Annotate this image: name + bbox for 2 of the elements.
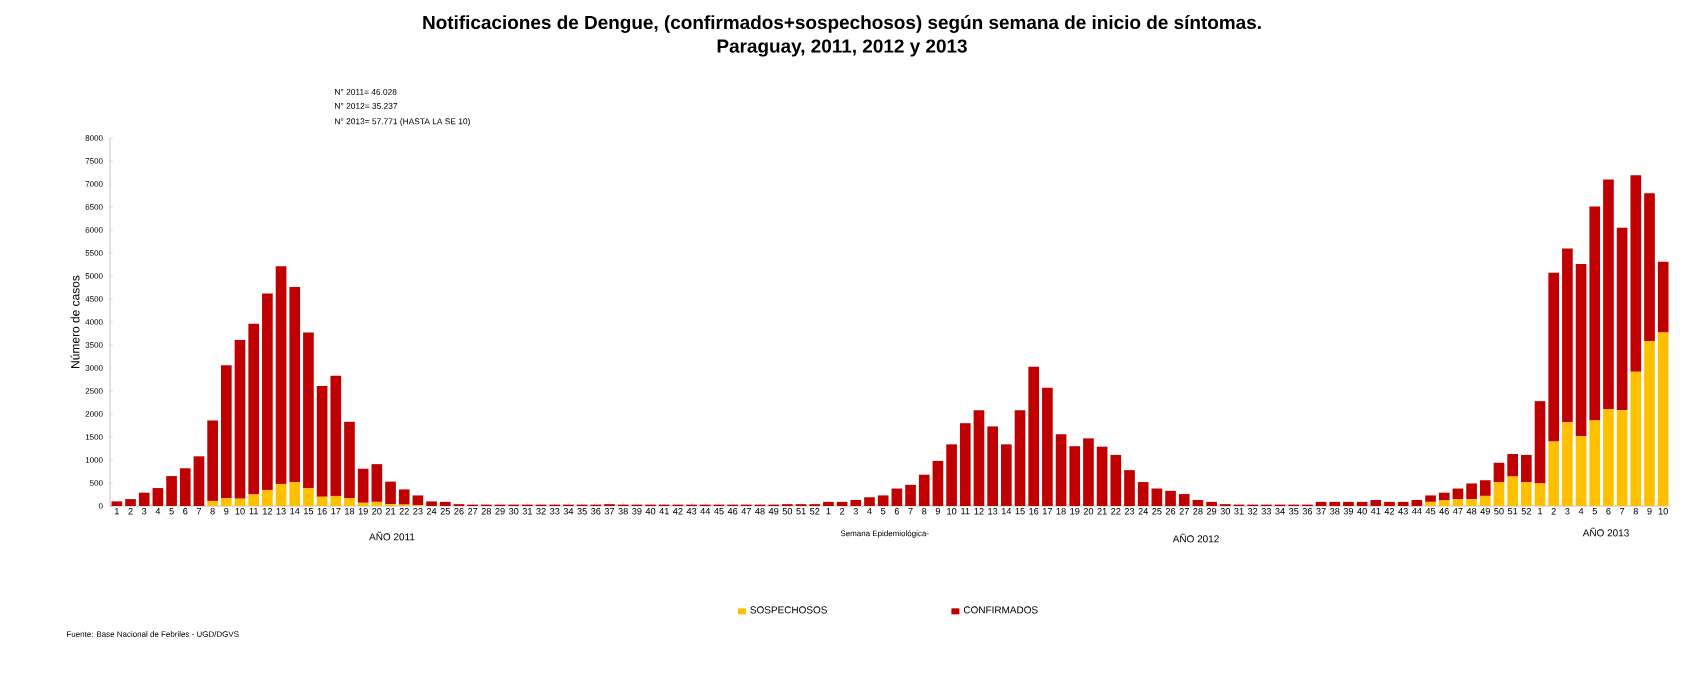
chart-title: Notificaciones de Dengue, (confirmados+sospechosos) según semana de inicio de síntomas.	[423, 15, 1261, 33]
chart-subtitle: Paraguay, 2011, 2012 y 2013	[717, 39, 967, 57]
